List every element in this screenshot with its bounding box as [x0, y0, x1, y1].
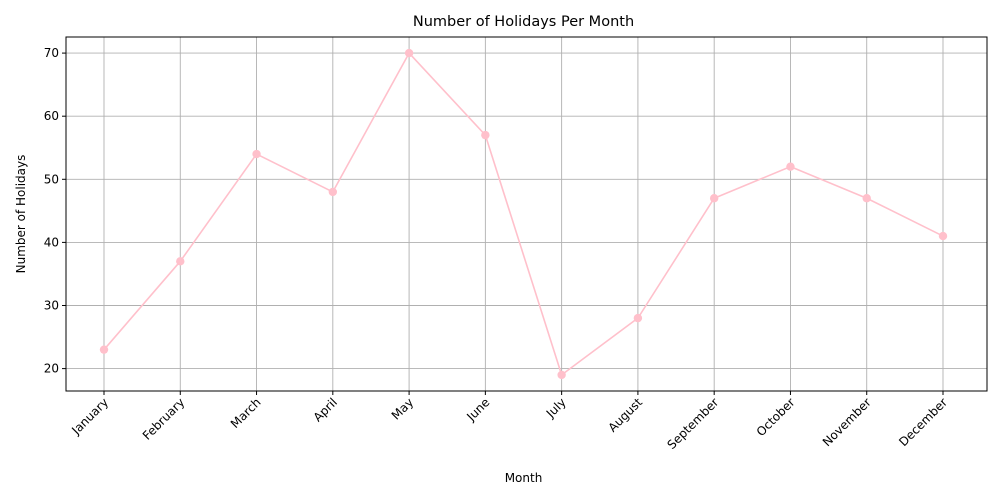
- y-tick-label: 60: [44, 109, 59, 123]
- y-tick-label: 50: [44, 172, 59, 186]
- data-point-marker: [557, 370, 566, 380]
- series-layer: [99, 48, 948, 380]
- data-point-marker: [786, 162, 795, 171]
- y-tick-label: 70: [44, 46, 59, 60]
- y-axis-label: Number of Holidays: [14, 155, 28, 274]
- data-point-marker: [862, 194, 871, 203]
- y-tick-label: 20: [44, 362, 59, 376]
- data-point-marker: [633, 313, 643, 323]
- y-tick-label: 40: [44, 235, 59, 249]
- plot-area-frame: [65, 36, 988, 392]
- data-point-marker: [938, 231, 948, 241]
- x-axis-label: Month: [505, 471, 543, 485]
- data-point-marker: [176, 257, 185, 266]
- data-point-marker: [99, 345, 109, 354]
- data-point-marker: [709, 194, 719, 203]
- data-point-marker: [252, 149, 261, 159]
- chart-title: Number of Holidays Per Month: [413, 14, 634, 30]
- data-point-marker: [328, 187, 338, 197]
- series-line: [103, 52, 944, 376]
- grid: [66, 37, 987, 391]
- data-point-marker: [404, 48, 414, 58]
- data-point-marker: [481, 130, 490, 140]
- y-tick-label: 30: [44, 298, 59, 312]
- y-axis-ticks: 20 30 40 50 60 70: [44, 46, 66, 376]
